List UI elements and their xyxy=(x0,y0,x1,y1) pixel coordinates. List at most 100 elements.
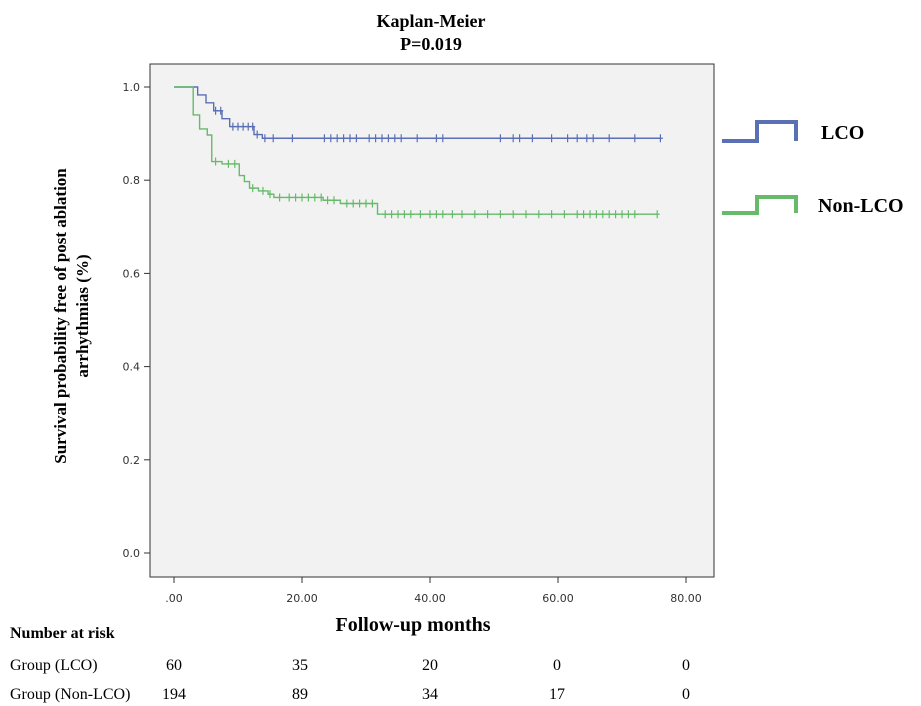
censor-mark xyxy=(230,122,236,131)
x-axis-title: Follow-up months xyxy=(335,614,490,636)
censor-mark xyxy=(517,134,523,143)
censor-mark xyxy=(277,193,283,202)
y-tick-label: 1.0 xyxy=(123,81,141,94)
y-tick-label: 0.2 xyxy=(123,454,141,467)
censor-mark xyxy=(632,210,638,219)
censor-mark xyxy=(347,134,353,143)
risk-row-value: 194 xyxy=(162,686,186,703)
censor-mark xyxy=(433,134,439,143)
censor-mark xyxy=(590,134,596,143)
censor-mark xyxy=(510,134,516,143)
x-tick-label: 20.00 xyxy=(286,592,318,605)
risk-row-value: 60 xyxy=(166,657,182,674)
censor-mark xyxy=(587,210,593,219)
censor-mark xyxy=(289,134,295,143)
censor-mark xyxy=(270,134,276,143)
censor-mark xyxy=(427,210,433,219)
censor-mark xyxy=(382,210,388,219)
censor-mark xyxy=(353,134,359,143)
censor-mark xyxy=(657,134,663,143)
censor-mark xyxy=(593,210,599,219)
censor-mark xyxy=(392,134,398,143)
censor-mark xyxy=(286,193,292,202)
censor-mark xyxy=(225,159,231,168)
y-tick-label: 0.4 xyxy=(123,361,141,374)
censor-mark xyxy=(632,134,638,143)
censor-mark xyxy=(328,134,334,143)
y-tick-label: 0.8 xyxy=(123,174,141,187)
x-tick-label: 80.00 xyxy=(670,592,702,605)
censor-mark xyxy=(357,199,363,208)
censor-mark xyxy=(497,134,503,143)
censor-mark xyxy=(385,134,391,143)
censor-mark xyxy=(260,186,266,195)
censor-mark xyxy=(267,190,273,199)
censor-mark xyxy=(549,210,555,219)
risk-table-rows: Group (LCO) 60 35 20 0 0 Group (Non-LCO) 194 89 3… xyxy=(10,657,690,703)
censor-mark xyxy=(325,196,331,205)
censor-mark xyxy=(561,210,567,219)
censor-mark xyxy=(379,134,385,143)
series-lco xyxy=(174,86,663,143)
chart-title: Kaplan-Meier xyxy=(377,11,486,31)
legend-swatch-lco xyxy=(722,120,798,143)
risk-row-value: 0 xyxy=(682,657,690,674)
censor-mark xyxy=(625,210,631,219)
censor-mark xyxy=(213,157,219,166)
censor-mark xyxy=(218,106,224,115)
censor-mark xyxy=(433,210,439,219)
risk-row-value: 89 xyxy=(292,686,308,703)
censor-mark xyxy=(344,199,350,208)
censor-mark xyxy=(293,193,299,202)
risk-row-value: 34 xyxy=(422,686,438,703)
censor-mark xyxy=(334,134,340,143)
censor-mark xyxy=(299,193,305,202)
censor-mark xyxy=(331,196,337,205)
censor-mark xyxy=(613,210,619,219)
legend: LCO Non-LCO xyxy=(722,120,904,217)
censor-mark xyxy=(398,134,404,143)
censor-mark xyxy=(389,210,395,219)
censor-mark xyxy=(472,210,478,219)
censor-mark xyxy=(536,210,542,219)
y-axis: 0.0 0.2 0.4 0.6 0.8 1.0 xyxy=(123,81,150,560)
censor-mark xyxy=(449,210,455,219)
censor-mark xyxy=(373,134,379,143)
censor-mark xyxy=(341,134,347,143)
censor-mark xyxy=(401,210,407,219)
risk-table: Number at risk Group (LCO) 60 35 20 0 0Group … xyxy=(10,625,690,703)
censor-mark xyxy=(250,184,256,193)
risk-row-value: 35 xyxy=(292,657,308,674)
censor-mark xyxy=(619,210,625,219)
censor-mark xyxy=(565,134,571,143)
legend-item-non-lco: Non-LCO xyxy=(722,195,904,217)
censor-mark xyxy=(235,122,241,131)
legend-label-non-lco: Non-LCO xyxy=(818,195,904,217)
censor-mark xyxy=(440,134,446,143)
risk-row-value: 0 xyxy=(553,657,561,674)
censor-mark xyxy=(581,210,587,219)
x-axis: .00 20.00 40.00 60.00 80.00 xyxy=(165,577,702,605)
censor-mark xyxy=(606,134,612,143)
chart-subtitle: P=0.019 xyxy=(400,34,462,54)
series-non-lco xyxy=(174,86,660,219)
censor-mark xyxy=(312,193,318,202)
censor-mark xyxy=(305,193,311,202)
risk-table-header: Number at risk xyxy=(10,625,115,642)
censor-mark xyxy=(321,134,327,143)
censor-mark xyxy=(417,210,423,219)
y-axis-title-line-2: arrhythmias (%) xyxy=(73,254,92,377)
censor-mark xyxy=(497,210,503,219)
censor-mark xyxy=(254,130,260,139)
censor-mark xyxy=(363,199,369,208)
y-axis-title: Survival probability free of post ablati… xyxy=(51,168,92,464)
x-tick-label: 40.00 xyxy=(414,592,446,605)
plot-area xyxy=(149,63,715,578)
censor-mark xyxy=(395,210,401,219)
censor-mark xyxy=(262,134,268,143)
y-tick-label: 0.0 xyxy=(123,547,141,560)
censor-mark xyxy=(600,210,606,219)
censor-mark xyxy=(369,199,375,208)
risk-row-value: 0 xyxy=(682,686,690,703)
